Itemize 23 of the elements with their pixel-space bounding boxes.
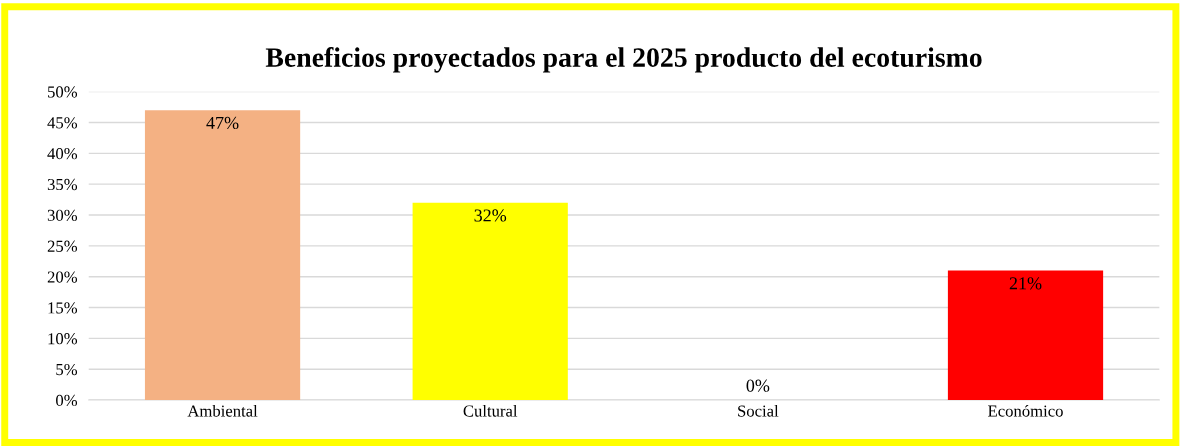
x-tick-label: Cultural xyxy=(463,404,518,417)
data-label: 47% xyxy=(206,116,239,130)
y-tick-label: 25% xyxy=(47,240,78,252)
bar xyxy=(412,202,568,401)
chart-title: Beneficios proyectados para el 2025 producto del ecoturismo xyxy=(265,47,982,73)
y-tick-label: 5% xyxy=(56,363,78,376)
y-tick-label: 35% xyxy=(47,178,78,191)
x-tick-label: Social xyxy=(738,404,779,417)
x-tick-label: Ambiental xyxy=(187,404,258,417)
y-tick-label: 30% xyxy=(47,209,78,222)
y-tick-label: 40% xyxy=(47,148,78,160)
data-label: 0% xyxy=(746,379,770,392)
x-tick-label: Económico xyxy=(988,404,1063,417)
y-tick-label: 0% xyxy=(56,394,78,407)
y-tick-label: 45% xyxy=(47,117,78,129)
y-tick-label: 50% xyxy=(48,86,78,98)
data-label: 21% xyxy=(1009,277,1042,290)
y-tick-label: 15% xyxy=(48,302,78,314)
bar xyxy=(947,270,1104,401)
data-label: 32% xyxy=(474,209,507,222)
y-tick-label: 10% xyxy=(48,333,78,345)
y-tick-label: 20% xyxy=(47,271,78,283)
bar xyxy=(144,110,301,401)
